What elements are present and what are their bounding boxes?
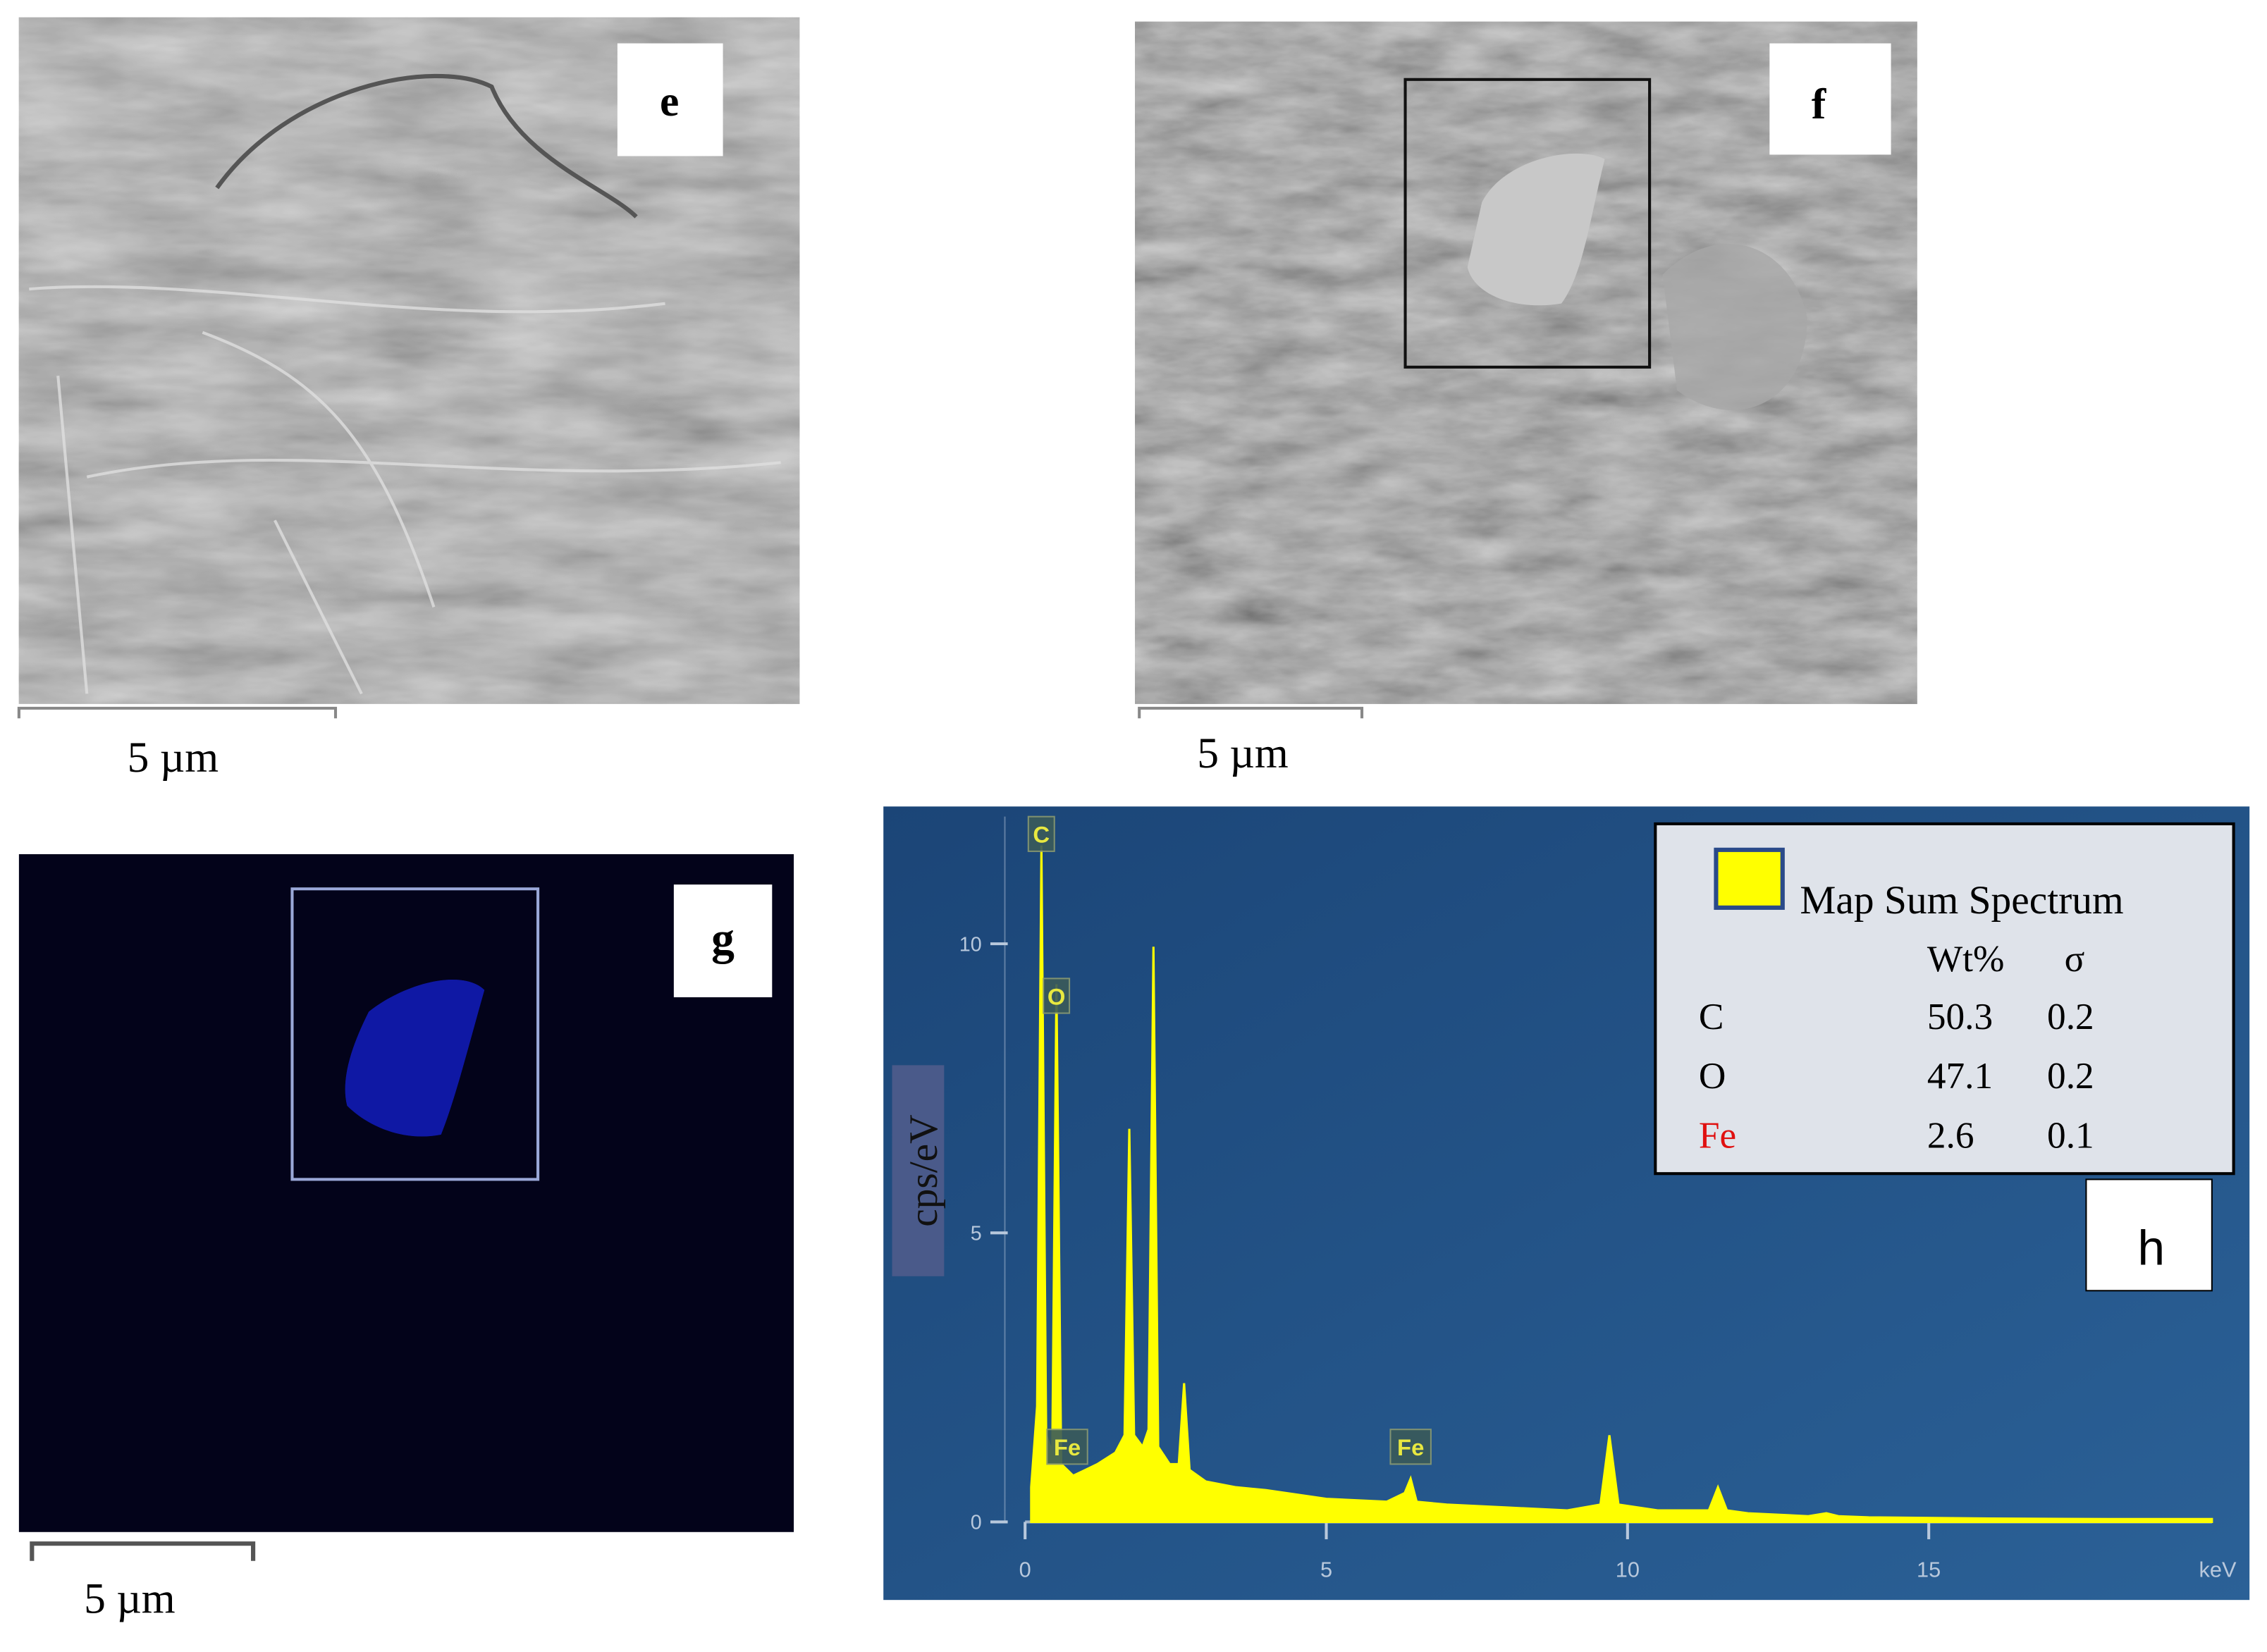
region-box	[290, 887, 540, 1181]
ylabel-box	[892, 1065, 945, 1276]
x-tick-label: 0	[1019, 1557, 1031, 1582]
legend: Map Sum Spectrum Wt% σ C 50.3 0.2 O 47.1 0.2 F…	[1654, 822, 2235, 1292]
element-name: O	[1699, 1054, 1726, 1097]
peak-label: O	[1048, 983, 1066, 1009]
y-tick-label: 0	[971, 1512, 982, 1534]
sigma-value: 0.2	[2047, 1054, 2094, 1097]
peak-label: Fe	[1054, 1434, 1081, 1460]
y-axis-label: cps/eV	[902, 1114, 946, 1226]
label-box	[617, 43, 723, 156]
scale-bar-label: 5 µm	[128, 734, 219, 782]
scale-bar-label: 5 µm	[84, 1575, 175, 1623]
peak-label-box	[1043, 978, 1071, 1014]
panel-label: g	[711, 913, 735, 964]
scale-bar	[17, 706, 338, 719]
weight-percent: 47.1	[1927, 1054, 1993, 1097]
column-header: σ	[2065, 937, 2085, 980]
weight-percent: 2.6	[1927, 1114, 1974, 1156]
panel-f: f 5 µm	[1135, 21, 1917, 777]
fe-signal-shade	[345, 979, 485, 1137]
eds-map	[18, 853, 794, 1532]
peak-label-box	[1046, 1429, 1088, 1465]
x-tick-label: 15	[1917, 1557, 1941, 1582]
panel-label: h	[2137, 1220, 2165, 1275]
label-box	[2085, 1178, 2213, 1292]
region-box	[1403, 78, 1652, 369]
sem-edge	[215, 73, 638, 218]
label-box	[1769, 43, 1891, 155]
spectrum-area	[1030, 845, 2213, 1523]
element-name: C	[1699, 995, 1724, 1037]
x-tick-label: 10	[1616, 1557, 1640, 1582]
y-tick-label: 5	[971, 1223, 982, 1245]
peak-label-box	[1027, 815, 1055, 852]
legend-title: Map Sum Spectrum	[1800, 878, 2123, 923]
scale-bar-label: 5 µm	[1197, 729, 1288, 777]
x-unit-label: keV	[2199, 1557, 2237, 1582]
scale-bar	[30, 1541, 256, 1561]
peak-label: Fe	[1397, 1434, 1424, 1460]
sigma-value: 0.2	[2047, 995, 2094, 1037]
particle	[1662, 244, 1807, 410]
panel-e: e 5 µm	[17, 17, 800, 782]
sigma-value: 0.1	[2047, 1114, 2094, 1156]
legend-swatch	[1714, 847, 1785, 910]
peak-label-box	[1389, 1429, 1432, 1465]
element-name: Fe	[1699, 1114, 1736, 1156]
weight-percent: 50.3	[1927, 995, 1993, 1037]
x-tick-label: 5	[1320, 1557, 1332, 1582]
label-box	[673, 884, 773, 998]
panel-label: f	[1812, 80, 1827, 128]
panel-label: e	[660, 78, 679, 125]
peak-label: C	[1033, 822, 1050, 848]
scale-bar	[1138, 706, 1364, 719]
sem-ridges	[29, 285, 781, 695]
column-header: Wt%	[1927, 937, 2005, 980]
panel-g: g 5 µm	[18, 853, 794, 1623]
legend-rows: C 50.3 0.2 O 47.1 0.2 Fe 2.6 0.1	[1699, 995, 2094, 1156]
particle	[1467, 153, 1605, 306]
y-tick-label: 10	[959, 933, 982, 956]
